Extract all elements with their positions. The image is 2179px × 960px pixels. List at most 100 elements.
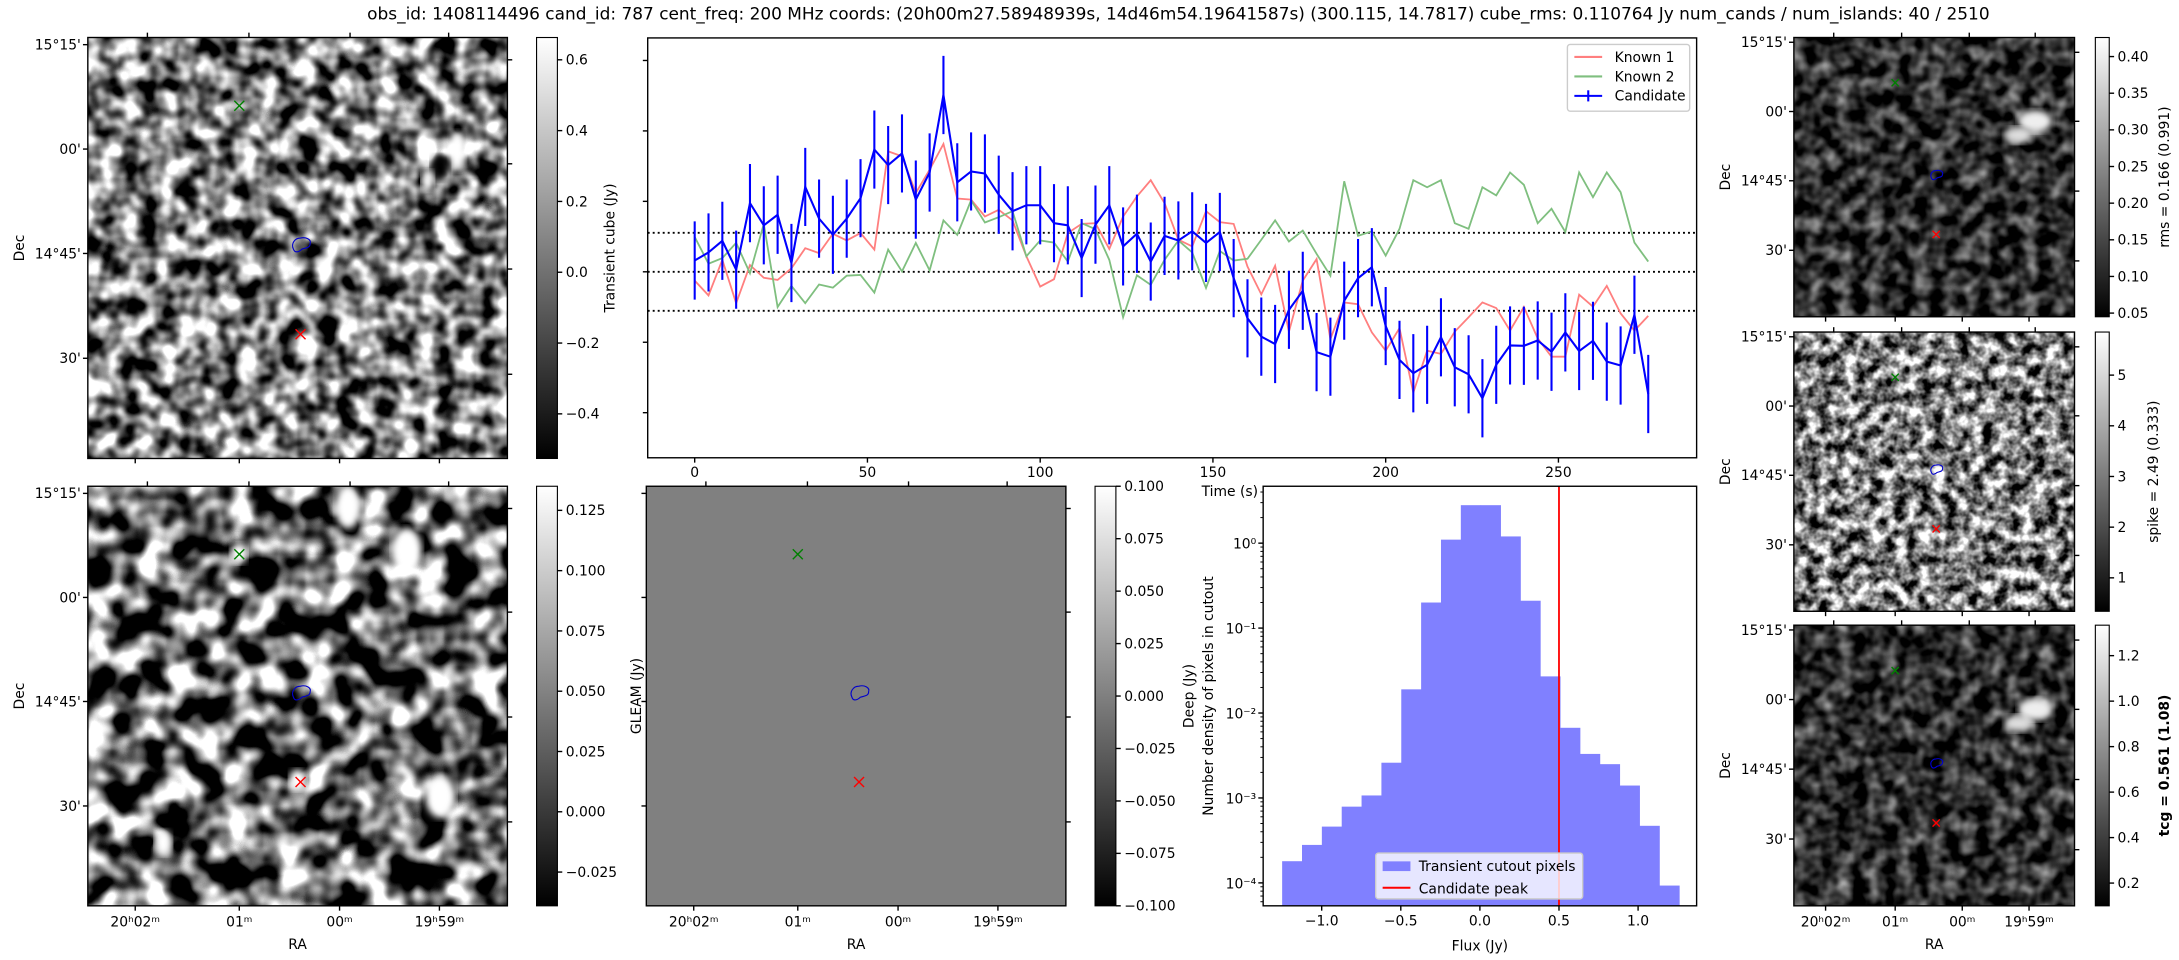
deep-image-panel: 15°15' 00' 14°45' 30' 20ʰ02ᵐ 01ᵐ 00ᵐ 19ʰ59ᵐ Dec R… — [12, 481, 513, 953]
tcg-image-fill — [1793, 625, 2075, 906]
colorbar-tick-label: 0.125 — [566, 503, 606, 519]
y-tick-label: 10⁻² — [1226, 707, 1257, 723]
ra-axis-label: RA — [847, 937, 866, 953]
colorbar-gradient — [1094, 485, 1117, 907]
rms-image-fill — [1793, 37, 2075, 317]
colorbar-tick-label: 0.025 — [1124, 636, 1164, 652]
colorbar-tick-label: 0.10 — [2118, 269, 2149, 285]
histogram-bar — [1460, 505, 1482, 906]
dec-tick-label: 15°15' — [1741, 623, 1787, 639]
spike-colorbar-label: spike = 2.49 (0.333) — [2146, 401, 2162, 543]
spike-image-panel: 15°15' 00' 14°45' 30' Dec — [1718, 327, 2080, 617]
known-source-marker — [1891, 373, 1900, 382]
rms-image-panel: 15°15' 00' 14°45' 30' Dec — [1718, 32, 2080, 322]
transient-image-panel: 15°15' 00' 14°45' 30' Dec — [12, 32, 513, 464]
histogram-bar — [1341, 806, 1362, 906]
gleam-frame — [645, 485, 1067, 907]
ra-tick-label: 00ᵐ — [326, 915, 352, 931]
bright-source — [335, 486, 361, 529]
ra-tick-label: 20ʰ02ᵐ — [1801, 915, 1851, 931]
dec-tick-label: 30' — [1765, 538, 1786, 554]
legend-box — [1374, 852, 1584, 900]
bright-source — [2004, 714, 2033, 732]
dec-tick-label: 14°45' — [1741, 468, 1787, 484]
ra-tick-label: 19ʰ59ᵐ — [973, 915, 1023, 931]
lightcurve-chart: 0 50 100 150 200 250 Time (s) Known 1 Known 2 Can… — [642, 37, 1698, 500]
colorbar-tick-label: 0.6 — [2118, 785, 2140, 801]
y-tick-label: 10⁻¹ — [1226, 622, 1257, 638]
dec-tick-label: 14°45' — [35, 694, 81, 710]
dec-axis-label: Dec — [12, 683, 28, 710]
ra-tick-label: 01ᵐ — [785, 915, 811, 931]
colorbar-tick-label: 0.35 — [2118, 86, 2149, 102]
legend-label: Candidate — [1615, 89, 1686, 105]
histogram-bar — [1579, 753, 1601, 906]
ra-tick-label: 20ʰ02ᵐ — [110, 915, 160, 931]
transient-image-fill — [87, 37, 508, 459]
histogram-chart: −1.0 −0.5 0.0 0.5 1.0 10⁰ 10⁻¹ 10⁻² 10⁻³ 10⁻⁴ Flux… — [1201, 485, 1698, 954]
gleam-colorbar: 0.100 0.075 0.050 0.025 0.000 −0.025 −0.050 −0.… — [1094, 479, 1198, 915]
lightcurve-legend: Known 1 Known 2 Candidate — [1566, 43, 1691, 112]
colorbar-gradient — [536, 485, 558, 907]
dec-axis-label: Dec — [1718, 752, 1734, 779]
candidate-island-contour — [1930, 464, 1944, 475]
colorbar-tick-label: 1 — [2118, 571, 2127, 587]
dec-tick-label: 30' — [1765, 243, 1786, 259]
known-source-marker — [233, 100, 245, 112]
colorbar-tick-label: 1.2 — [2118, 649, 2140, 665]
ra-tick-label: 19ʰ59ᵐ — [415, 915, 465, 931]
dec-axis-label: Dec — [1718, 164, 1734, 191]
ra-axis-label: RA — [1925, 937, 1944, 953]
legend-label: Known 1 — [1615, 50, 1675, 66]
colorbar-tick-label: 0.050 — [1124, 584, 1164, 600]
colorbar-gradient — [2094, 624, 2110, 907]
colorbar-tick-label: −0.050 — [1124, 794, 1175, 810]
colorbar-tick-label: 0.075 — [1124, 532, 1164, 548]
lightcurve-xlabel: Time (s) — [1201, 484, 1258, 500]
rms-frame — [1793, 36, 2076, 318]
rms-image — [1793, 37, 2075, 317]
bright-source — [448, 132, 466, 171]
colorbar-tick-label: 4 — [2118, 419, 2127, 435]
dec-axis-label: Dec — [1718, 458, 1734, 485]
series-known-2 — [693, 169, 1649, 321]
ra-tick-label: 20ʰ02ᵐ — [669, 915, 719, 931]
colorbar-tick-label: −0.025 — [566, 865, 617, 881]
transient-image — [87, 37, 508, 459]
deep-image-fill — [87, 486, 508, 906]
candidate-peak-marker — [1932, 818, 1941, 828]
ra-tick-label: 00ᵐ — [1949, 915, 1975, 931]
dec-tick-label: 15°15' — [1741, 35, 1787, 51]
x-tick-label: −0.5 — [1384, 913, 1418, 929]
histogram-bar — [1619, 785, 1640, 906]
rms-colorbar-label: rms = 0.166 (0.991) — [2157, 106, 2173, 247]
histogram-bar — [1520, 600, 1541, 906]
x-tick-label: 0 — [690, 465, 699, 481]
candidate-island-contour — [1930, 169, 1944, 181]
transient-colorbar: 0.6 0.4 0.2 0.0 −0.2 −0.4 Transient cube (Jy) — [536, 36, 618, 460]
colorbar-tick-label: 0.025 — [566, 744, 606, 760]
colorbar-tick-label: 5 — [2118, 368, 2127, 384]
colorbar-tick-label: −0.2 — [566, 336, 600, 352]
series-candidate — [694, 94, 1650, 401]
colorbar-tick-label: 0.40 — [2118, 49, 2149, 65]
ra-tick-label: 01ᵐ — [1882, 915, 1908, 931]
colorbar-gradient — [2094, 331, 2110, 612]
histogram-bar — [1639, 825, 1660, 906]
colorbar-tick-label: 0.20 — [2118, 196, 2149, 212]
figure-title: obs_id: 1408114496 cand_id: 787 cent_fre… — [367, 3, 1989, 24]
dec-tick-label: 14°45' — [1741, 174, 1787, 190]
x-tick-label: 100 — [1027, 465, 1053, 481]
gleam-image — [646, 486, 1066, 906]
colorbar-tick-label: −0.075 — [1124, 846, 1175, 862]
dec-tick-label: 00' — [59, 142, 80, 158]
colorbar-gradient — [2094, 36, 2110, 318]
spike-colorbar: 5 4 3 2 1 spike = 2.49 (0.333) — [2094, 331, 2162, 612]
tcg-colorbar-label: tcg = 0.561 (1.08) — [2157, 695, 2173, 837]
bright-source — [2018, 698, 2053, 721]
colorbar-tick-label: 2 — [2118, 520, 2127, 536]
ra-axis-label: RA — [288, 937, 307, 953]
known-source-marker — [792, 548, 804, 560]
colorbar-tick-label: 0.4 — [2118, 830, 2140, 846]
dec-tick-label: 00' — [1765, 399, 1786, 415]
